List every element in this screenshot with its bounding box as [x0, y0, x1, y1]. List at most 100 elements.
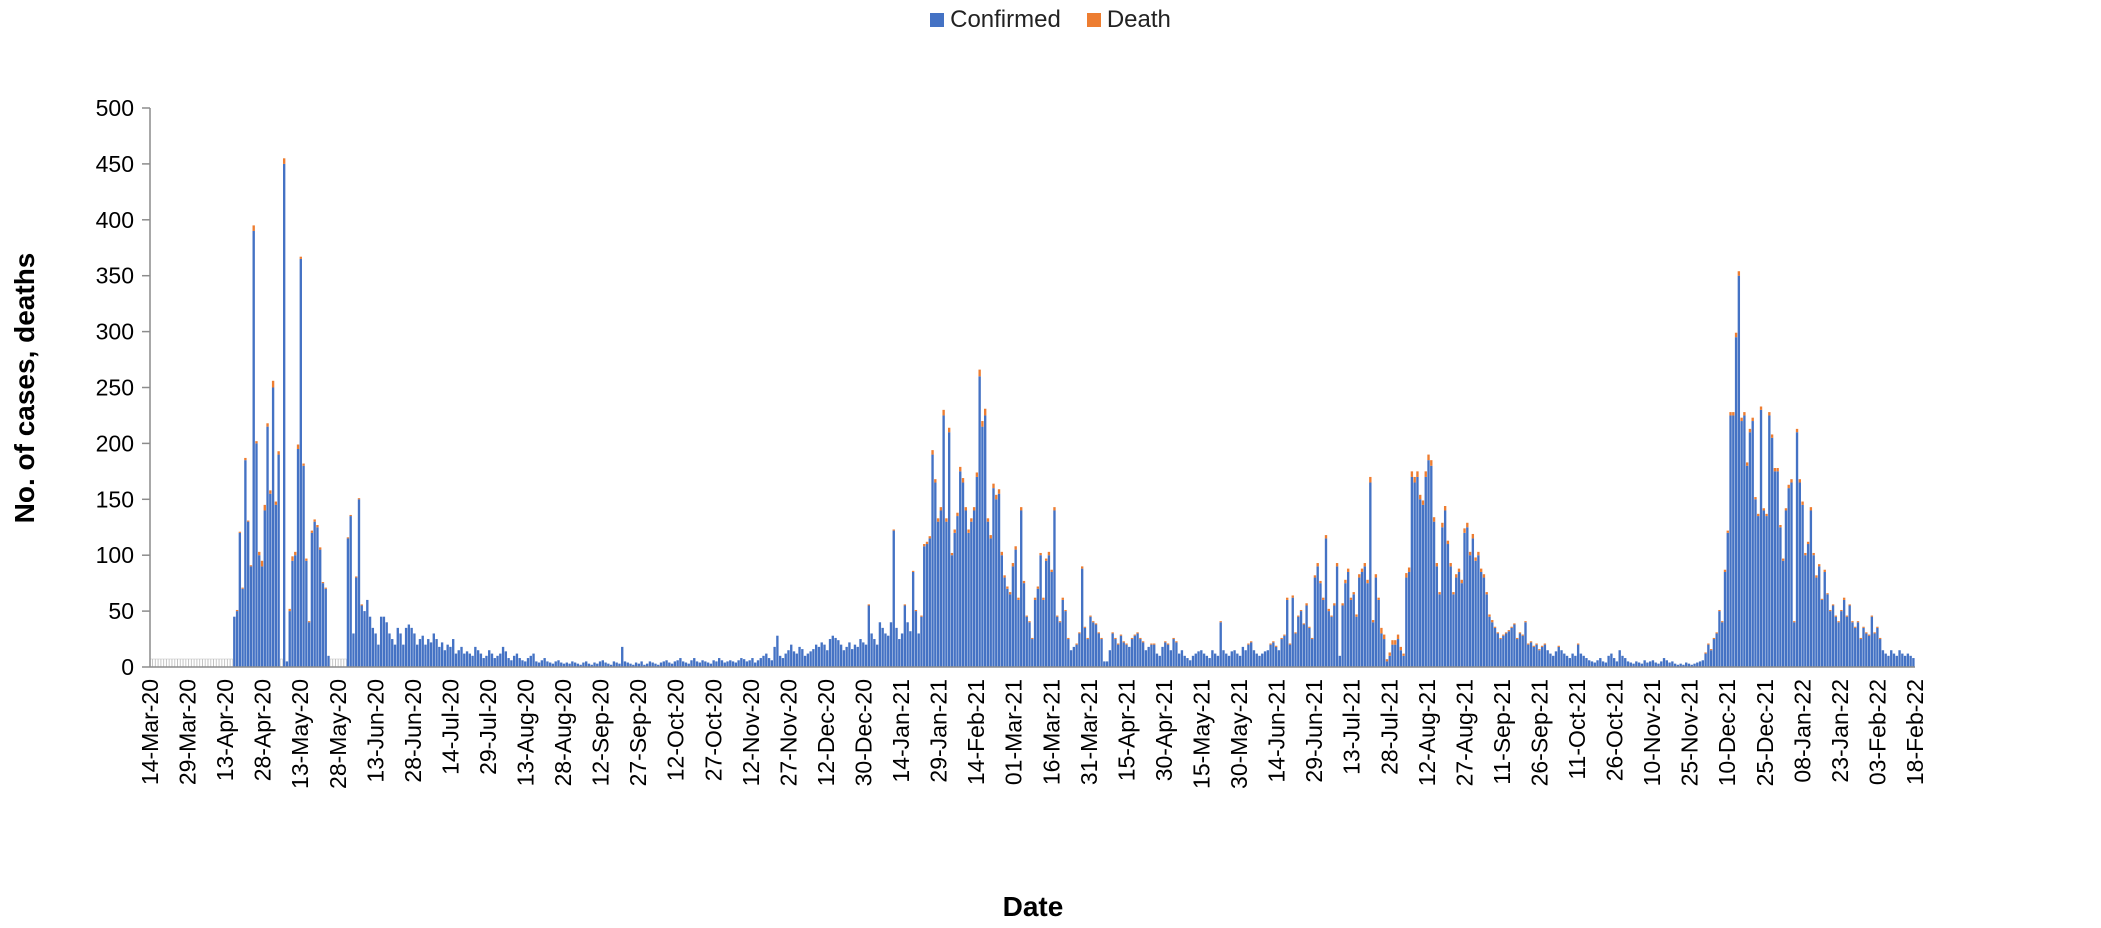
death-bar	[936, 518, 940, 522]
death-bar	[1759, 406, 1763, 410]
confirmed-bar	[169, 658, 173, 668]
death-bar	[1510, 626, 1513, 628]
confirmed-bar	[368, 616, 372, 667]
confirmed-bar	[183, 658, 186, 668]
confirmed-bar	[1890, 650, 1893, 667]
confirmed-bar	[590, 664, 593, 667]
death-bar	[1061, 597, 1064, 600]
death-bar	[241, 587, 244, 589]
legend-item-death[interactable]: Death	[1086, 6, 1171, 34]
confirmed-bar	[712, 660, 715, 667]
confirmed-bar	[1881, 650, 1885, 667]
death-bar	[892, 529, 895, 531]
confirmed-bar	[404, 627, 408, 667]
confirmed-bar	[1582, 655, 1585, 667]
confirmed-bar	[1782, 560, 1785, 667]
legend-label-confirmed: Confirmed	[950, 6, 1061, 33]
confirmed-bar	[490, 653, 494, 667]
confirmed-bar	[1039, 555, 1042, 667]
confirmed-bar	[673, 661, 677, 667]
death-bar	[950, 552, 954, 556]
confirmed-bar	[1108, 650, 1112, 667]
death-bar	[1504, 632, 1508, 634]
confirmed-bar	[1089, 616, 1092, 667]
death-bar	[1721, 621, 1724, 623]
x-tick-label: 13-Apr-20	[212, 679, 238, 781]
confirmed-bar	[1194, 653, 1197, 667]
confirmed-bar	[740, 658, 743, 667]
confirmed-bar	[1588, 660, 1591, 667]
death-bar	[1804, 552, 1807, 556]
death-bar	[1114, 637, 1117, 640]
confirmed-bar	[1255, 653, 1258, 667]
confirmed-bar	[1726, 532, 1729, 667]
confirmed-bar	[1158, 655, 1161, 667]
death-bar	[1743, 412, 1746, 416]
confirmed-bar	[1186, 658, 1189, 667]
confirmed-bar	[582, 662, 585, 667]
confirmed-bar	[659, 662, 663, 667]
confirmed-bar	[1103, 661, 1106, 667]
confirmed-bar	[670, 663, 674, 667]
confirmed-bar	[826, 650, 829, 667]
x-ticks-group: 14-Mar-20 29-Mar-20 13-Apr-20 28-Apr-20 13-M…	[137, 679, 1928, 789]
confirmed-bar	[684, 662, 688, 667]
confirmed-bar	[1815, 577, 1818, 667]
confirmed-bar	[1671, 661, 1674, 667]
confirmed-bar	[1136, 633, 1139, 667]
death-bar	[1809, 507, 1813, 511]
death-bar	[1164, 641, 1167, 643]
confirmed-bar	[1233, 650, 1236, 667]
confirmed-bar	[188, 658, 192, 668]
confirmed-bar	[571, 661, 574, 667]
x-tick-label: 30-Dec-20	[851, 679, 877, 786]
confirmed-bar	[465, 651, 469, 667]
confirmed-bar	[995, 499, 998, 667]
confirmed-bar	[352, 633, 355, 667]
death-bar	[1482, 574, 1486, 578]
legend-item-confirmed[interactable]: Confirmed	[930, 6, 1061, 34]
confirmed-bar	[845, 646, 848, 667]
death-bar	[1383, 634, 1386, 640]
confirmed-bar	[166, 658, 170, 668]
confirmed-bar	[230, 658, 233, 668]
confirmed-bar	[1349, 599, 1353, 667]
death-bar	[942, 409, 945, 416]
confirmed-bar	[1479, 571, 1483, 667]
death-bar	[1119, 634, 1123, 636]
confirmed-bar	[1607, 655, 1610, 667]
confirmed-bar	[241, 588, 244, 667]
confirmed-bar	[1768, 415, 1771, 667]
confirmed-bar	[1859, 639, 1862, 667]
death-bar	[1421, 500, 1425, 505]
x-tick-label: 13-Jun-20	[362, 679, 388, 783]
death-bar	[931, 450, 934, 455]
y-tick-label: 150	[96, 486, 134, 512]
confirmed-bar	[792, 651, 796, 667]
death-bar	[1017, 597, 1020, 600]
confirmed-bar	[1244, 650, 1247, 667]
death-bar	[1100, 637, 1103, 640]
death-bar	[1493, 626, 1497, 628]
death-bar	[1457, 568, 1461, 572]
confirmed-bar	[1590, 661, 1594, 667]
confirmed-bar	[598, 661, 602, 667]
confirmed-bar	[867, 605, 870, 667]
death-bar	[1543, 643, 1547, 645]
death-bar	[1455, 574, 1458, 578]
death-bar	[903, 604, 907, 606]
death-bar	[1402, 653, 1405, 656]
death-bar	[1355, 614, 1358, 617]
confirmed-bar	[468, 653, 471, 667]
death-bar	[1031, 637, 1034, 640]
confirmed-bar	[482, 658, 485, 667]
death-bar	[1322, 597, 1325, 600]
confirmed-bar	[1718, 611, 1721, 667]
confirmed-bar	[1443, 510, 1447, 667]
death-bar	[1867, 634, 1871, 636]
death-bar	[1011, 563, 1015, 567]
confirmed-bar	[1430, 465, 1433, 667]
confirmed-bar	[1906, 653, 1910, 667]
death-bar	[1521, 634, 1524, 636]
confirmed-bar	[1601, 661, 1605, 667]
